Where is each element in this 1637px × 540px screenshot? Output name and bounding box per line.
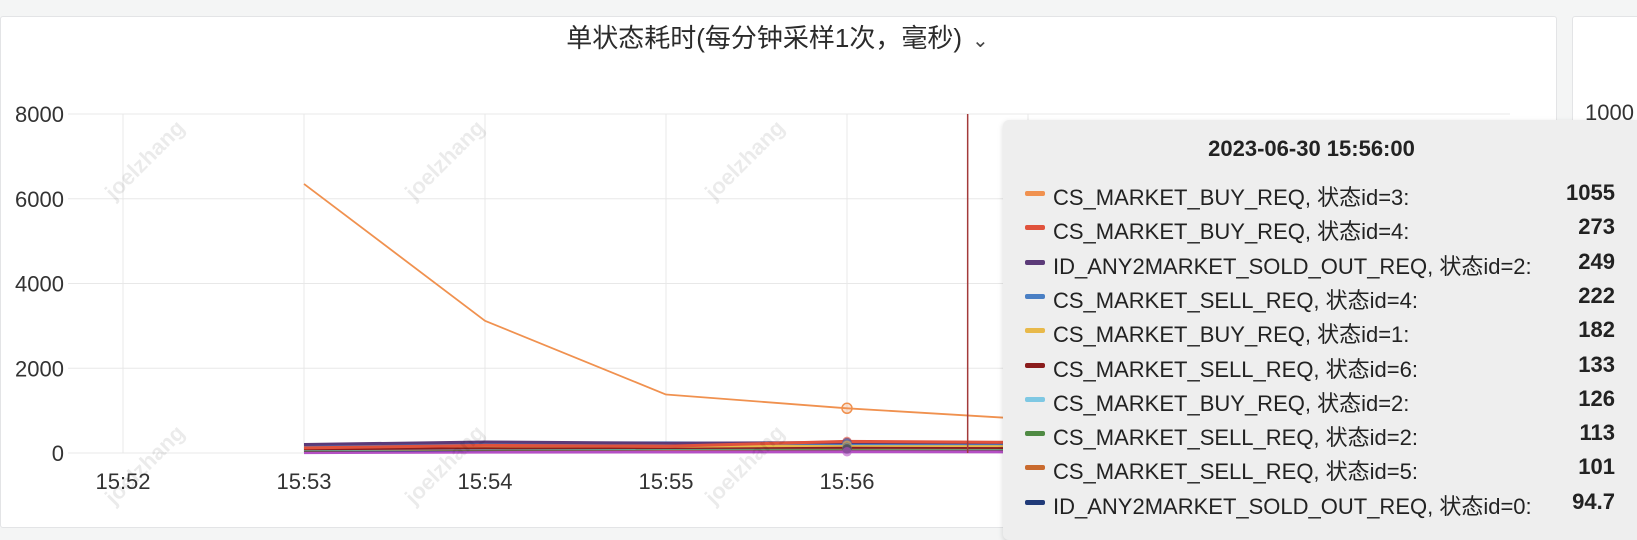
tooltip-row: CS_MARKET_SELL_REQ, 状态id=2: 113 xyxy=(1025,417,1615,451)
tooltip-series-name: CS_MARKET_BUY_REQ, 状态id=2: xyxy=(1053,386,1409,418)
tooltip-series-value: 1055 xyxy=(1566,180,1615,206)
tooltip-series-value: 113 xyxy=(1580,420,1616,446)
series-swatch xyxy=(1025,328,1045,333)
tooltip-row: ID_ANY2MARKET_SOLD_OUT_REQ, 状态id=0: 94.7 xyxy=(1025,486,1615,520)
y-tick-label: 8000 xyxy=(15,102,64,127)
tooltip-series-name: ID_ANY2MARKET_SOLD_OUT_REQ, 状态id=0: xyxy=(1053,489,1532,521)
y-tick-label: 0 xyxy=(52,441,64,466)
watermark: joelzhang xyxy=(399,420,489,510)
tooltip-row: CS_MARKET_SELL_REQ, 状态id=5: 101 xyxy=(1025,451,1615,485)
watermark: joelzhang xyxy=(399,115,489,205)
x-tick-label: 15:53 xyxy=(276,469,331,494)
tooltip-series-value: 133 xyxy=(1578,352,1615,378)
y-tick-label: 6000 xyxy=(15,187,64,212)
x-tick-label: 15:54 xyxy=(457,469,512,494)
series-swatch xyxy=(1025,363,1045,368)
x-tick-label: 15:56 xyxy=(819,469,874,494)
tooltip-series-name: CS_MARKET_SELL_REQ, 状态id=2: xyxy=(1053,420,1418,452)
tooltip-row: CS_MARKET_SELL_REQ, 状态id=4: 222 xyxy=(1025,280,1615,314)
tooltip-series-name: CS_MARKET_SELL_REQ, 状态id=5: xyxy=(1053,454,1418,486)
series-swatch xyxy=(1025,465,1045,470)
tooltip-row: CS_MARKET_BUY_REQ, 状态id=2: 126 xyxy=(1025,383,1615,417)
tooltip-series-value: 273 xyxy=(1578,214,1615,240)
watermark: joelzhang xyxy=(699,115,789,205)
series-swatch xyxy=(1025,294,1045,299)
tooltip-time: 2023-06-30 15:56:00 xyxy=(1003,136,1620,162)
series-swatch xyxy=(1025,191,1045,196)
hover-tooltip: 2023-06-30 15:56:00 CS_MARKET_BUY_REQ, 状… xyxy=(1003,120,1637,540)
watermark: joelzhang xyxy=(699,420,789,510)
data-point xyxy=(843,448,851,456)
tooltip-series-value: 94.7 xyxy=(1572,489,1615,515)
y-tick-label: 2000 xyxy=(15,356,64,381)
watermark: joelzhang xyxy=(99,115,189,205)
tooltip-series-name: CS_MARKET_BUY_REQ, 状态id=3: xyxy=(1053,180,1409,212)
tooltip-series-name: CS_MARKET_BUY_REQ, 状态id=1: xyxy=(1053,317,1409,349)
tooltip-row: ID_ANY2MARKET_SOLD_OUT_REQ, 状态id=2: 249 xyxy=(1025,246,1615,280)
series-swatch xyxy=(1025,500,1045,505)
tooltip-series-value: 101 xyxy=(1578,454,1615,480)
tooltip-series-name: ID_ANY2MARKET_SOLD_OUT_REQ, 状态id=2: xyxy=(1053,249,1532,281)
tooltip-row: CS_MARKET_SELL_REQ, 状态id=6: 133 xyxy=(1025,349,1615,383)
data-point xyxy=(842,403,852,413)
tooltip-series-name: CS_MARKET_BUY_REQ, 状态id=4: xyxy=(1053,214,1409,246)
tooltip-row: CS_MARKET_BUY_REQ, 状态id=4: 273 xyxy=(1025,211,1615,245)
series-swatch xyxy=(1025,260,1045,265)
series-swatch xyxy=(1025,431,1045,436)
series-swatch xyxy=(1025,397,1045,402)
watermark: joelzhang xyxy=(99,420,189,510)
tooltip-series-value: 222 xyxy=(1578,283,1615,309)
series-line xyxy=(304,452,1028,453)
tooltip-series-value: 182 xyxy=(1578,317,1615,343)
tooltip-series-value: 126 xyxy=(1578,386,1615,412)
x-tick-label: 15:55 xyxy=(638,469,693,494)
tooltip-row: CS_MARKET_BUY_REQ, 状态id=3: 1055 xyxy=(1025,177,1615,211)
tooltip-series-value: 249 xyxy=(1578,249,1615,275)
y-tick-label: 4000 xyxy=(15,272,64,297)
tooltip-series-name: CS_MARKET_SELL_REQ, 状态id=4: xyxy=(1053,283,1418,315)
tooltip-series-name: CS_MARKET_SELL_REQ, 状态id=6: xyxy=(1053,352,1418,384)
tooltip-row: CS_MARKET_BUY_REQ, 状态id=1: 182 xyxy=(1025,314,1615,348)
series-swatch xyxy=(1025,225,1045,230)
